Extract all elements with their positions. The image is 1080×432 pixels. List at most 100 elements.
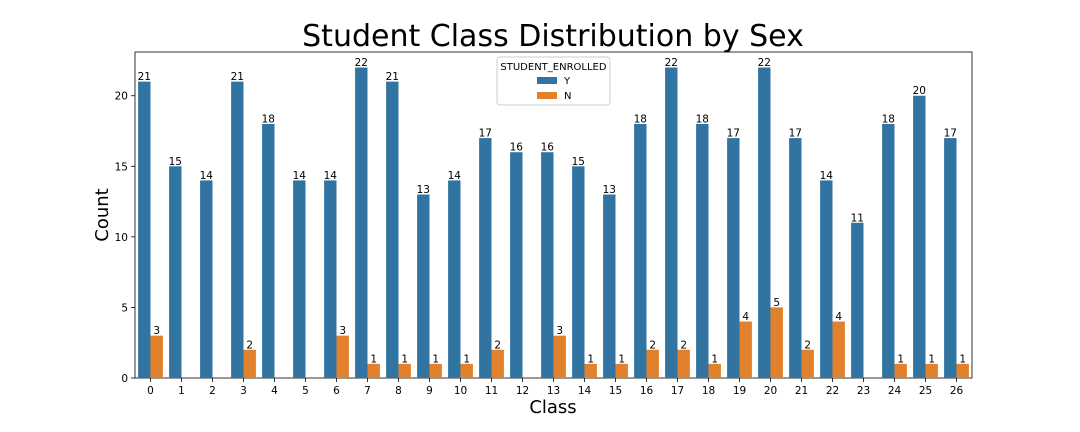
data-label-n-21: 2 bbox=[804, 339, 811, 351]
data-label-y-10: 14 bbox=[448, 170, 462, 182]
x-tick-label-10: 10 bbox=[454, 385, 467, 397]
data-label-y-22: 14 bbox=[820, 170, 834, 182]
x-tick-label-20: 20 bbox=[764, 385, 777, 397]
data-label-y-12: 16 bbox=[510, 142, 524, 154]
x-tick-label-8: 8 bbox=[395, 385, 402, 397]
bar-n-18 bbox=[708, 363, 721, 378]
bar-y-18 bbox=[696, 123, 709, 378]
x-tick-label-1: 1 bbox=[178, 385, 185, 397]
bar-y-23 bbox=[851, 222, 864, 378]
bar-n-0 bbox=[150, 335, 163, 378]
y-tick-label-0: 0 bbox=[121, 373, 128, 385]
data-label-y-5: 14 bbox=[293, 170, 307, 182]
bar-y-10 bbox=[448, 180, 461, 378]
bar-y-12 bbox=[510, 152, 523, 378]
data-label-n-15: 1 bbox=[618, 353, 625, 365]
bar-y-2 bbox=[200, 180, 213, 378]
bar-n-26 bbox=[956, 363, 969, 378]
x-tick-label-26: 26 bbox=[950, 385, 964, 397]
legend-swatch-n bbox=[537, 92, 557, 99]
chart-title: Student Class Distribution by Sex bbox=[302, 19, 804, 54]
bar-y-7 bbox=[355, 67, 368, 379]
x-tick-label-3: 3 bbox=[240, 385, 247, 397]
data-label-y-2: 14 bbox=[200, 170, 214, 182]
bar-n-16 bbox=[646, 349, 659, 378]
x-tick-label-21: 21 bbox=[795, 385, 808, 397]
data-label-n-20: 5 bbox=[773, 297, 780, 309]
x-tick-label-16: 16 bbox=[640, 385, 654, 397]
bar-n-20 bbox=[770, 307, 783, 378]
data-label-y-23: 11 bbox=[851, 212, 864, 224]
bar-n-24 bbox=[894, 363, 907, 378]
bar-y-9 bbox=[417, 194, 430, 378]
legend-label-y: Y bbox=[563, 76, 571, 87]
bar-y-16 bbox=[634, 123, 647, 378]
data-label-n-10: 1 bbox=[463, 353, 470, 365]
data-label-n-3: 2 bbox=[246, 339, 253, 351]
data-label-y-1: 15 bbox=[169, 156, 182, 168]
data-label-y-8: 21 bbox=[386, 71, 399, 83]
bar-y-3 bbox=[231, 81, 244, 379]
y-axis-label: Count bbox=[92, 188, 113, 241]
bar-n-6 bbox=[336, 335, 349, 378]
x-axis-label: Class bbox=[529, 397, 576, 418]
data-label-y-19: 17 bbox=[727, 128, 740, 140]
bar-y-24 bbox=[882, 123, 895, 378]
data-label-n-9: 1 bbox=[432, 353, 439, 365]
data-label-y-7: 22 bbox=[355, 57, 368, 69]
bar-y-22 bbox=[820, 180, 833, 378]
x-tick-label-0: 0 bbox=[147, 385, 154, 397]
x-tick-label-18: 18 bbox=[702, 385, 715, 397]
data-label-n-0: 3 bbox=[153, 325, 160, 337]
bar-y-14 bbox=[572, 166, 585, 378]
x-tick-label-5: 5 bbox=[302, 385, 309, 397]
data-label-n-22: 4 bbox=[835, 311, 842, 323]
data-label-n-16: 2 bbox=[649, 339, 656, 351]
x-tick-label-19: 19 bbox=[733, 385, 746, 397]
y-tick-label-10: 10 bbox=[115, 232, 128, 244]
x-tick-label-2: 2 bbox=[209, 385, 216, 397]
legend-title: STUDENT_ENROLLED bbox=[500, 62, 606, 73]
x-tick-label-7: 7 bbox=[364, 385, 371, 397]
bar-y-15 bbox=[603, 194, 616, 378]
bar-n-17 bbox=[677, 349, 690, 378]
bar-n-19 bbox=[739, 321, 752, 378]
data-label-y-4: 18 bbox=[262, 113, 275, 125]
y-tick-label-5: 5 bbox=[121, 302, 128, 314]
data-label-y-16: 18 bbox=[634, 113, 647, 125]
y-tick-label-15: 15 bbox=[115, 161, 128, 173]
bar-y-5 bbox=[293, 180, 306, 378]
bar-n-13 bbox=[553, 335, 566, 378]
bar-n-3 bbox=[243, 349, 256, 378]
bar-n-25 bbox=[925, 363, 938, 378]
bar-y-20 bbox=[758, 67, 771, 379]
data-label-n-19: 4 bbox=[742, 311, 749, 323]
data-label-y-17: 22 bbox=[665, 57, 678, 69]
bar-n-15 bbox=[615, 363, 628, 378]
data-label-y-24: 18 bbox=[882, 113, 895, 125]
x-tick-label-6: 6 bbox=[333, 385, 340, 397]
bar-y-26 bbox=[944, 138, 957, 378]
bar-y-8 bbox=[386, 81, 399, 379]
data-label-n-13: 3 bbox=[556, 325, 563, 337]
data-label-n-18: 1 bbox=[711, 353, 718, 365]
x-tick-label-25: 25 bbox=[919, 385, 932, 397]
data-label-n-24: 1 bbox=[897, 353, 904, 365]
bar-y-21 bbox=[789, 138, 802, 378]
x-tick-label-11: 11 bbox=[485, 385, 498, 397]
bar-n-10 bbox=[460, 363, 473, 378]
bar-n-14 bbox=[584, 363, 597, 378]
x-tick-label-22: 22 bbox=[826, 385, 839, 397]
data-label-y-26: 17 bbox=[944, 128, 957, 140]
bar-n-11 bbox=[491, 349, 504, 378]
bar-y-4 bbox=[262, 123, 275, 378]
x-tick-label-12: 12 bbox=[516, 385, 529, 397]
data-label-y-15: 13 bbox=[603, 184, 616, 196]
data-label-y-13: 16 bbox=[541, 142, 555, 154]
data-label-n-8: 1 bbox=[401, 353, 408, 365]
data-label-y-0: 21 bbox=[138, 71, 151, 83]
bar-y-25 bbox=[913, 95, 926, 379]
y-tick-label-20: 20 bbox=[115, 91, 128, 103]
